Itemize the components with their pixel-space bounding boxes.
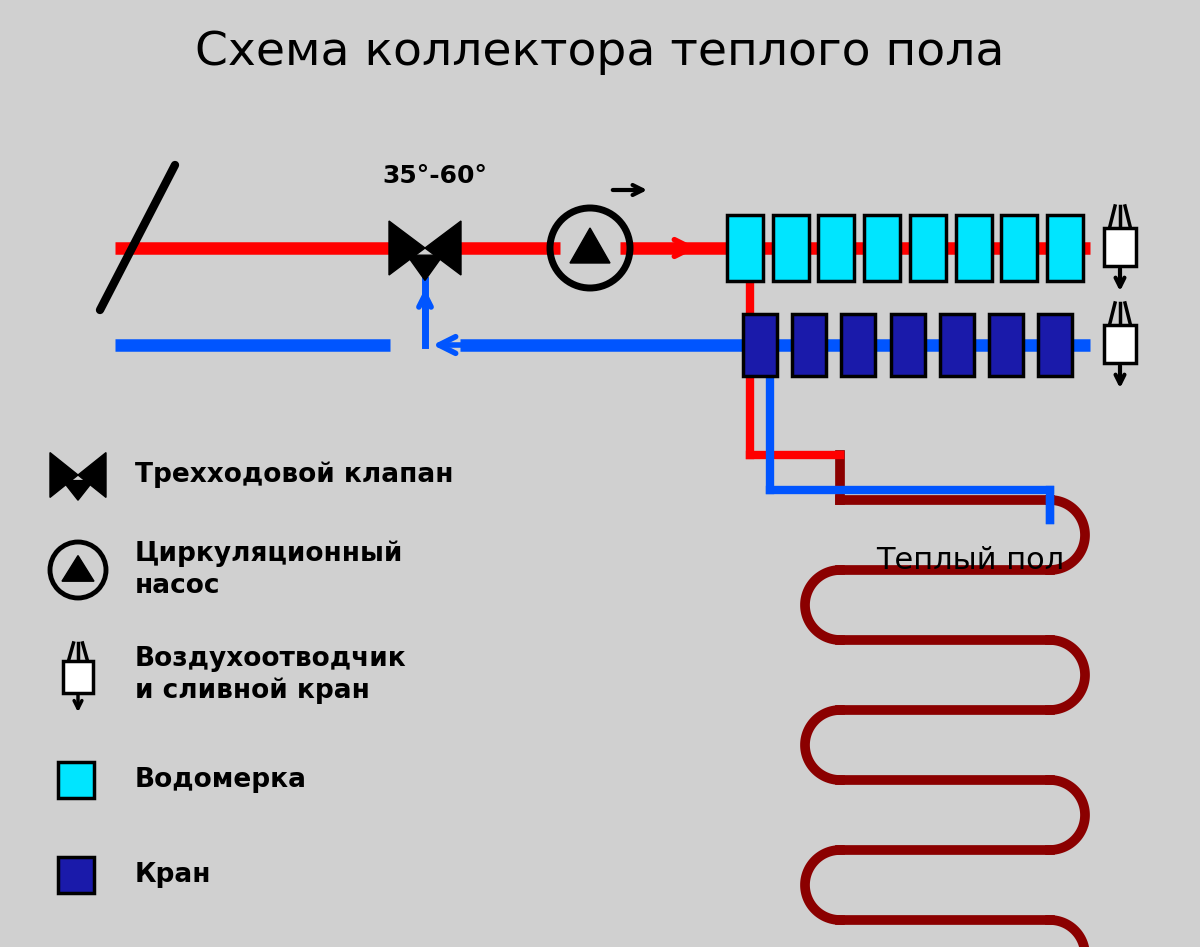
Polygon shape (389, 221, 425, 275)
Bar (743, 314, 778, 376)
Polygon shape (78, 453, 106, 497)
Bar (1038, 314, 1072, 376)
Text: Теплый пол: Теплый пол (876, 545, 1064, 575)
Bar (1046, 215, 1084, 281)
Bar (1104, 325, 1136, 363)
Polygon shape (407, 255, 443, 280)
Bar (818, 215, 854, 281)
Bar (1104, 228, 1136, 266)
Text: Кран: Кран (134, 862, 211, 888)
Bar (864, 215, 900, 281)
Bar (910, 215, 946, 281)
Polygon shape (570, 228, 610, 263)
Text: Водомерка: Водомерка (134, 767, 307, 793)
Polygon shape (50, 453, 78, 497)
Bar (773, 215, 809, 281)
Bar (58, 857, 94, 893)
Bar (955, 215, 991, 281)
Bar (58, 762, 94, 798)
Bar (64, 661, 94, 693)
Text: Циркуляционный
насос: Циркуляционный насос (134, 541, 403, 599)
Bar (792, 314, 826, 376)
Text: Воздухоотводчик
и сливной кран: Воздухоотводчик и сливной кран (134, 646, 407, 705)
Text: 35°-60°: 35°-60° (383, 164, 487, 188)
Bar (727, 215, 763, 281)
Polygon shape (62, 480, 94, 500)
Bar (989, 314, 1022, 376)
Text: Схема коллектора теплого пола: Схема коллектора теплого пола (196, 29, 1004, 75)
Bar (841, 314, 875, 376)
Bar (1001, 215, 1037, 281)
Text: Трехходовой клапан: Трехходовой клапан (134, 462, 454, 489)
Bar (940, 314, 973, 376)
Bar (890, 314, 924, 376)
Polygon shape (425, 221, 461, 275)
Polygon shape (62, 556, 94, 581)
